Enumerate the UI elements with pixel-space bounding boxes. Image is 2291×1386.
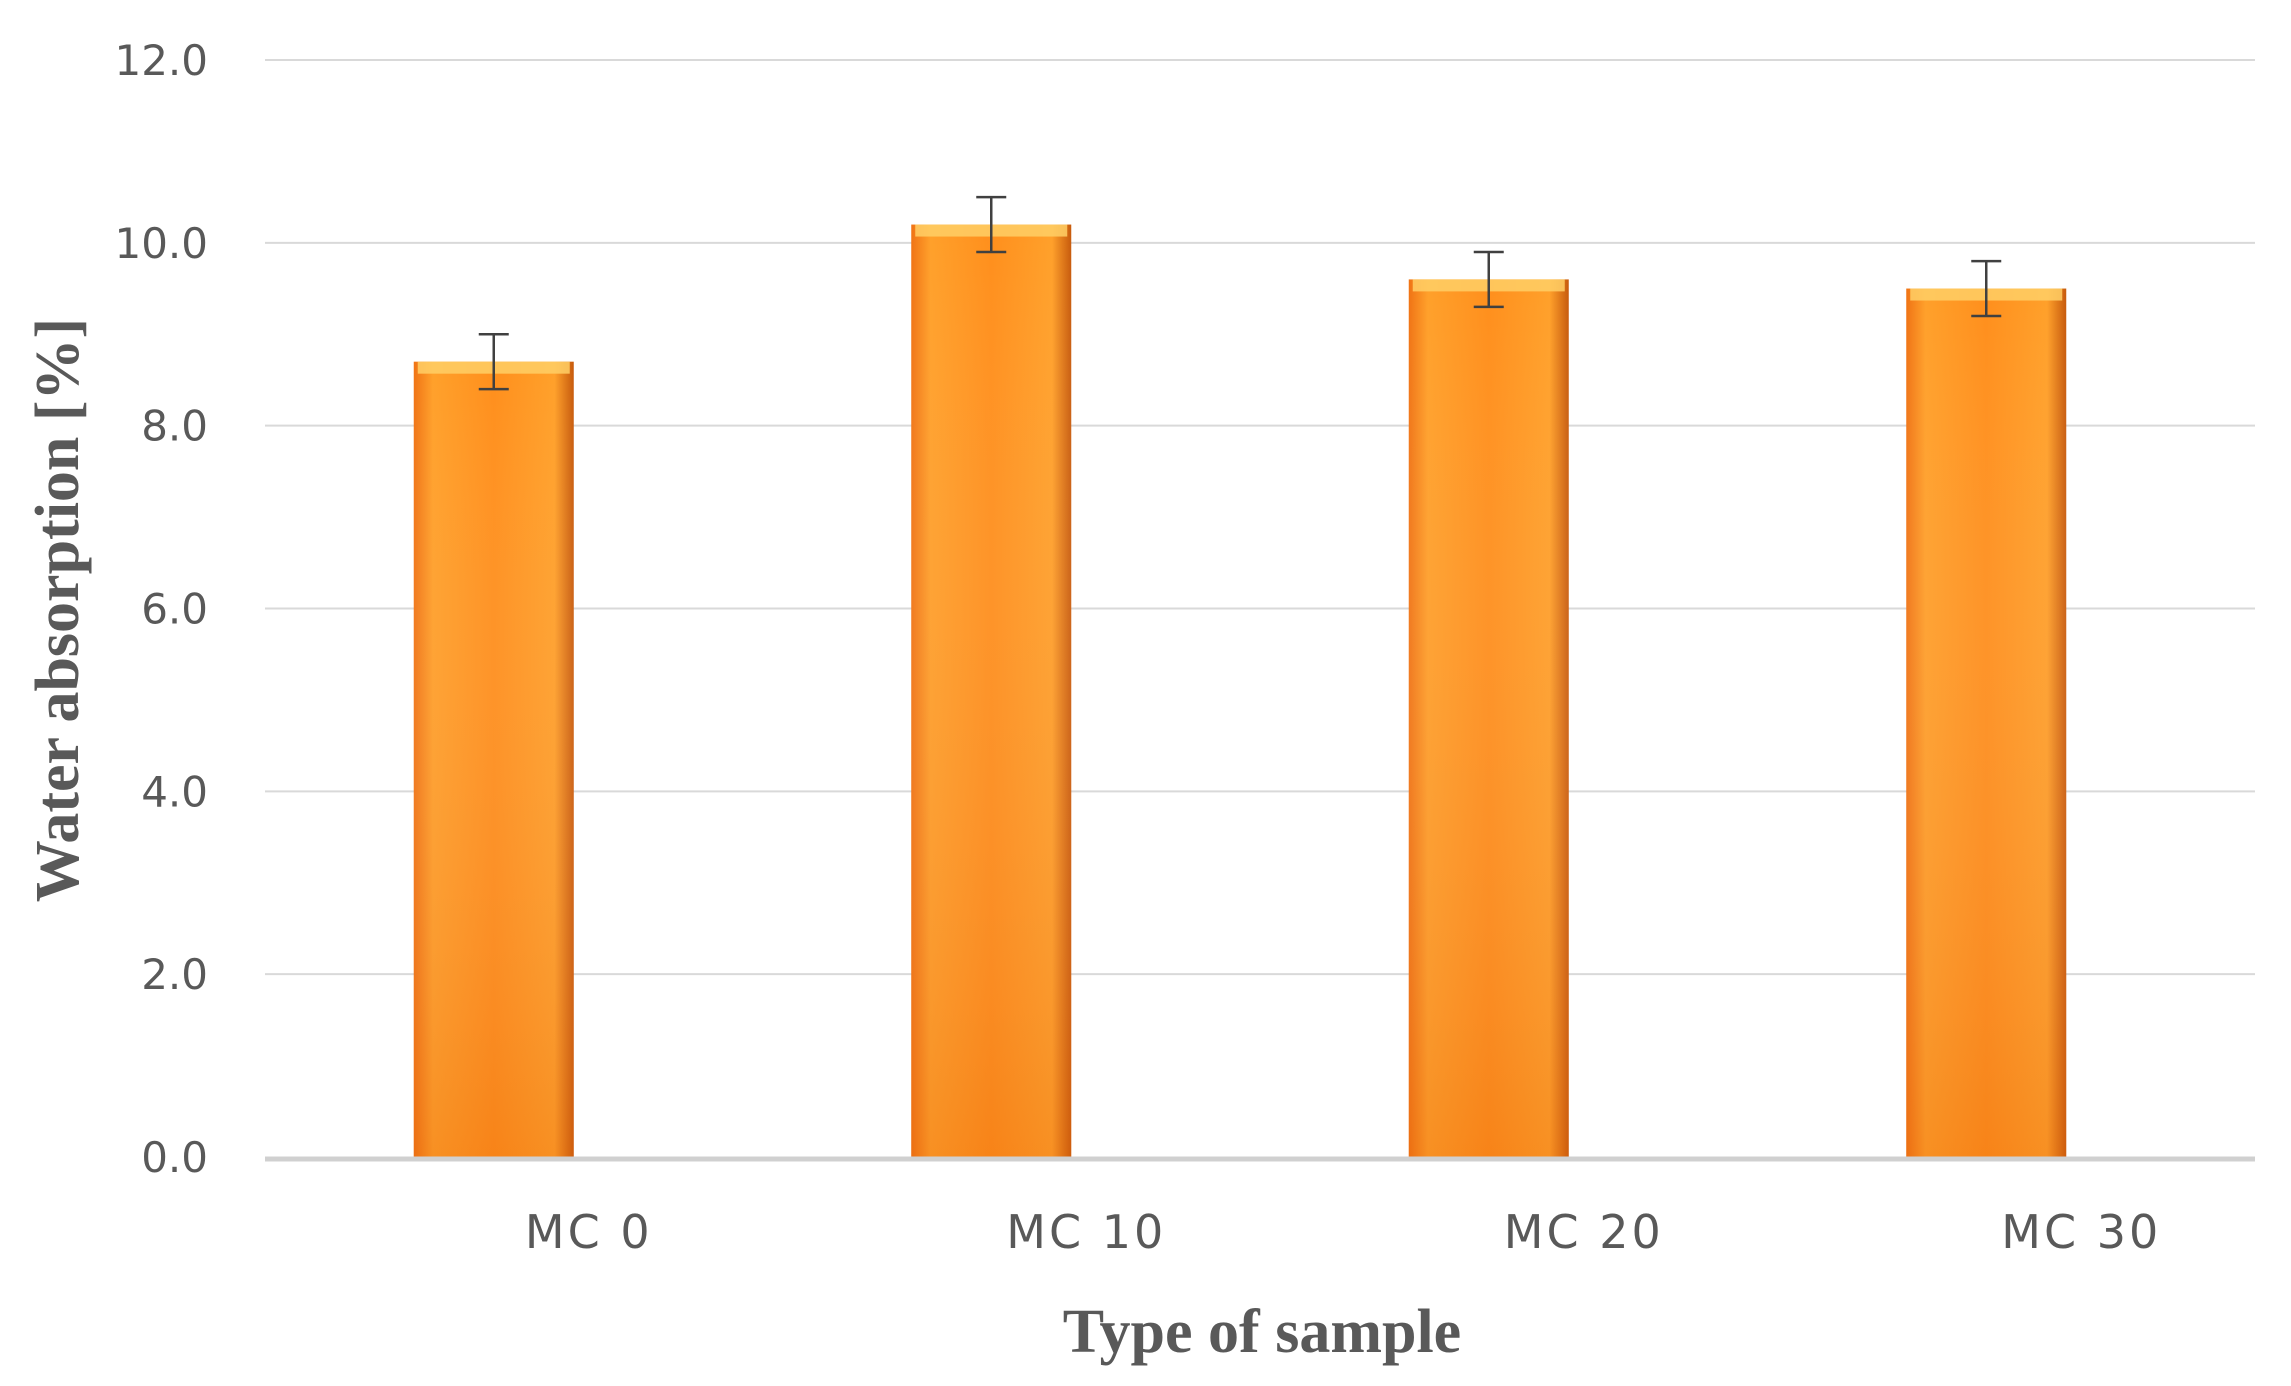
error-bar	[1971, 259, 2002, 318]
bar	[1408, 279, 1569, 1157]
y-tick-label: 12.0	[114, 36, 208, 85]
x-tick-label: MC 30	[2001, 1205, 2161, 1259]
y-tick-label: 2.0	[141, 950, 208, 999]
bar-shade	[1408, 279, 1569, 1157]
bar	[1906, 288, 2067, 1158]
y-axis-ticks: 0.0 2.0 4.0 6.0 8.0 10.0 12.0	[114, 36, 208, 1182]
x-axis-ticks: MC 0 MC 10 MC 20 MC 30	[525, 1205, 2161, 1259]
x-tick-label: MC 0	[525, 1205, 653, 1259]
y-axis-title: Water absorption [%]	[24, 318, 92, 902]
error-bar	[478, 333, 509, 391]
bars	[413, 224, 2067, 1158]
y-tick-label: 0.0	[141, 1133, 208, 1182]
bar-shade	[413, 361, 574, 1157]
y-tick-label: 8.0	[141, 402, 208, 451]
y-tick-label: 6.0	[141, 585, 208, 634]
bar	[911, 224, 1072, 1158]
x-tick-label: MC 10	[1006, 1205, 1166, 1259]
x-tick-label: MC 20	[1504, 1205, 1664, 1259]
bar	[413, 361, 574, 1157]
y-tick-label: 10.0	[114, 219, 208, 268]
x-axis-title: Type of sample	[1063, 1298, 1461, 1366]
error-bar	[976, 195, 1007, 254]
error-bar	[1473, 250, 1504, 309]
bar-shade	[1906, 288, 2067, 1158]
y-tick-label: 4.0	[141, 767, 208, 816]
bar-shade	[911, 224, 1072, 1158]
error-bars	[478, 195, 2002, 391]
